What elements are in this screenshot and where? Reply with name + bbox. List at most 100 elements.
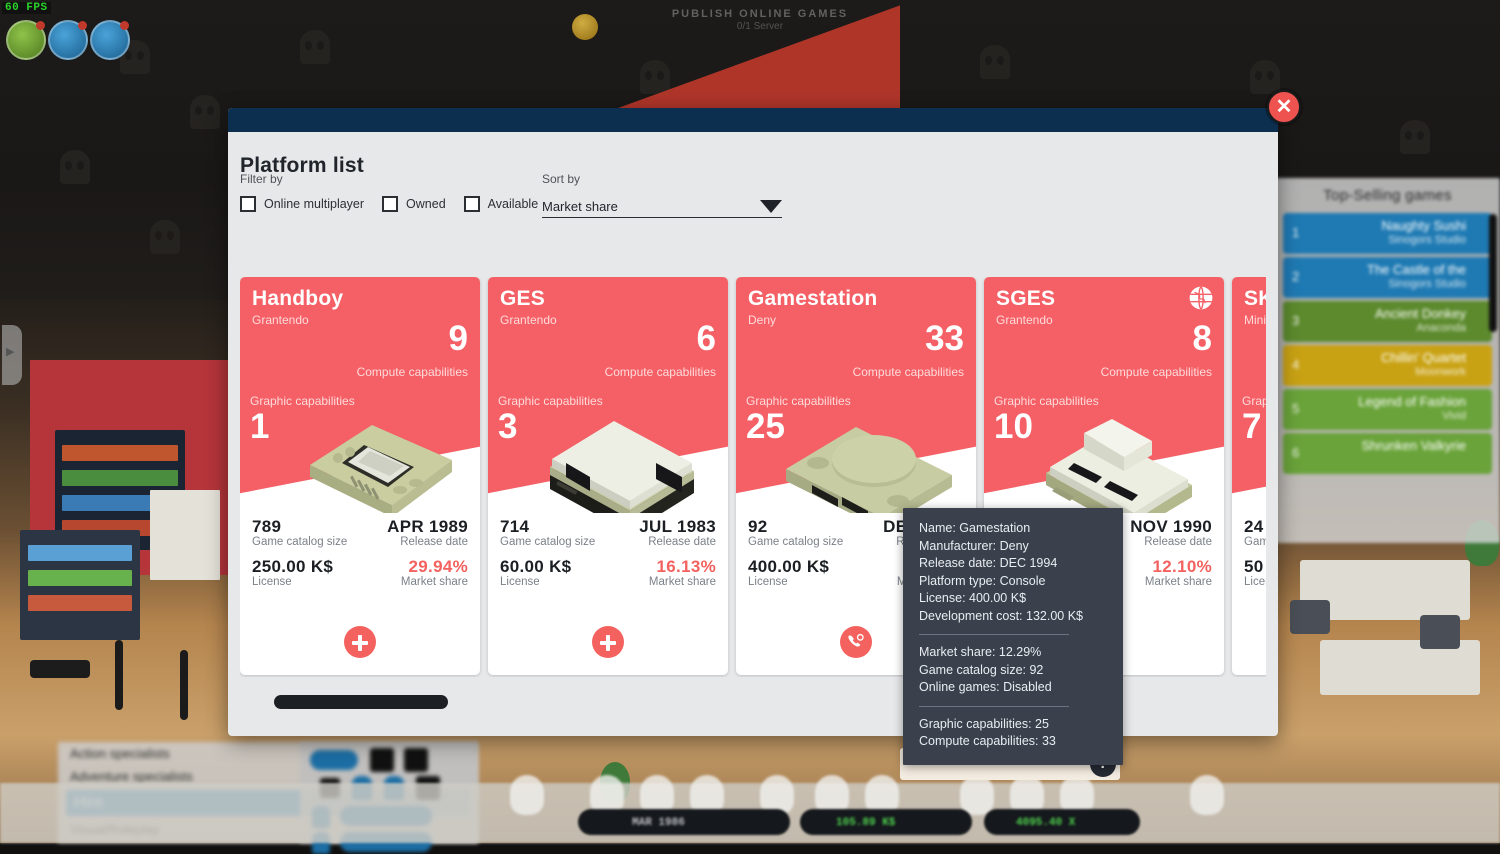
diagonal-divider — [1232, 443, 1266, 513]
studio-name: Sinogors Studio — [1388, 234, 1466, 246]
license-label: License — [1244, 576, 1266, 588]
graphic-value: 10 — [994, 409, 1033, 444]
label-available: Available — [488, 197, 539, 211]
platform-name: GES — [500, 287, 545, 311]
top-selling-row[interactable]: 5 Legend of Fashion Vivid — [1283, 389, 1492, 430]
card-header: Handboy Grantendo 9 Compute capabilities… — [240, 277, 480, 513]
research-icon[interactable] — [48, 20, 88, 60]
top-selling-row[interactable]: 3 Ancient Donkey Anaconda — [1283, 301, 1492, 342]
catalog-label: Game catalog size — [748, 536, 843, 548]
platform-card[interactable]: Handboy Grantendo 9 Compute capabilities… — [240, 277, 480, 675]
close-icon[interactable]: ✕ — [1267, 90, 1301, 124]
game-name: Naughty Sushi — [1381, 218, 1466, 233]
platform-name: SK — [1244, 287, 1266, 311]
window-title-bar — [228, 108, 1278, 132]
graphic-value: 1 — [250, 409, 269, 444]
checkbox-owned[interactable] — [382, 196, 398, 212]
release-label: Release date — [1130, 536, 1212, 548]
ghost-decal — [980, 45, 1010, 79]
notification-badge — [120, 21, 129, 30]
people-icon[interactable] — [404, 748, 428, 772]
tooltip-market-share: Market share: 12.29% — [919, 644, 1107, 662]
building-icon[interactable] — [90, 20, 130, 60]
studio-name: Sinogors Studio — [1388, 278, 1466, 290]
ghost-decal — [300, 30, 330, 64]
card-header: SGES Grantendo 8 Compute capabilities Gr… — [984, 277, 1224, 513]
checkbox-available[interactable] — [464, 196, 480, 212]
license-value: 60.00 K$ — [500, 557, 571, 577]
checkbox-online-multiplayer[interactable] — [240, 196, 256, 212]
playstation-console-image — [780, 387, 976, 513]
office-chair — [1420, 615, 1460, 649]
ghost-decal — [1400, 120, 1430, 154]
release-label: Release date — [639, 536, 716, 548]
graphic-value: 7 — [1242, 409, 1261, 444]
catalog-label: Game catalog size — [252, 536, 347, 548]
handheld-console-image — [292, 387, 472, 513]
date-value: MAR 1986 — [632, 817, 685, 829]
catalog-value: 92 — [748, 517, 843, 537]
rank-label: 4 — [1292, 357, 1299, 372]
studio-name: Anaconda — [1416, 322, 1466, 334]
contact-manufacturer-button[interactable] — [840, 626, 872, 658]
rank-label: 2 — [1292, 269, 1299, 284]
rank-label: 6 — [1292, 445, 1299, 460]
ghost-decal — [1250, 60, 1280, 94]
license-label: License — [500, 576, 571, 588]
snes-console-image — [1036, 387, 1216, 513]
catalog-label: Game catalog size — [500, 536, 595, 548]
rank-label: 1 — [1292, 225, 1299, 240]
market-share-label: Market share — [401, 576, 468, 588]
settings-icon[interactable] — [1190, 775, 1224, 815]
card-stats: 24 Game catalog size 50 License — [1232, 513, 1266, 675]
fps-counter: 60 FPS — [2, 2, 51, 14]
toggle-switch[interactable] — [310, 750, 358, 770]
sort-by-label: Sort by — [542, 172, 782, 186]
license-value: 250.00 K$ — [252, 557, 333, 577]
market-share-label: Market share — [649, 576, 716, 588]
compute-label: Compute capabilities — [1101, 365, 1212, 379]
publish-online-games-banner[interactable]: PUBLISH ONLINE GAMES 0/1 Server — [560, 8, 960, 32]
tools-icon[interactable] — [960, 775, 994, 815]
release-value: APR 1989 — [387, 517, 468, 537]
graphic-value: 3 — [498, 409, 517, 444]
compute-label: Compute capabilities — [357, 365, 468, 379]
move-tool-icon[interactable] — [510, 775, 544, 815]
game-name: Legend of Fashion — [1358, 394, 1466, 409]
top-selling-title: Top-Selling games — [1275, 178, 1500, 210]
shop-product — [62, 445, 178, 461]
publish-title: PUBLISH ONLINE GAMES — [560, 8, 960, 20]
top-selling-games-panel: Top-Selling games 1 Naughty Sushi Sinogo… — [1275, 178, 1500, 543]
tooltip-license: License: 400.00 K$ — [919, 590, 1107, 608]
sort-group: Sort by Market share — [542, 172, 782, 218]
top-selling-scrollbar[interactable] — [1489, 214, 1497, 332]
compute-value: 8 — [1193, 321, 1212, 356]
left-edge-expand-tab[interactable] — [2, 325, 22, 385]
platform-name: Gamestation — [748, 287, 877, 311]
add-platform-button[interactable] — [592, 626, 624, 658]
top-selling-row[interactable]: 4 Chillin' Quartet Moonwork — [1283, 345, 1492, 386]
tooltip-compute-capabilities: Compute capabilities: 33 — [919, 733, 1107, 751]
nes-console-image — [540, 387, 720, 513]
top-selling-row[interactable]: 6 Shrunken Valkyrie — [1283, 433, 1492, 474]
scrollbar-thumb[interactable] — [274, 695, 448, 709]
platform-tooltip: Name: Gamestation Manufacturer: Deny Rel… — [903, 508, 1123, 765]
top-selling-row[interactable]: 2 The Castle of the Sinogors Studio — [1283, 257, 1492, 298]
platform-card[interactable]: SK Mini Graphic capabilities 7 24 Game c… — [1232, 277, 1266, 675]
publish-subtitle: 0/1 Server — [560, 21, 960, 32]
sort-select[interactable]: Market share — [542, 196, 782, 218]
compute-label: Compute capabilities — [853, 365, 964, 379]
release-label: Release date — [387, 536, 468, 548]
tooltip-online-games: Online games: Disabled — [919, 679, 1107, 697]
tooltip-name: Name: Gamestation — [919, 520, 1107, 538]
platform-card[interactable]: GES Grantendo 6 Compute capabilities Gra… — [488, 277, 728, 675]
game-name: Chillin' Quartet — [1381, 350, 1466, 365]
add-platform-button[interactable] — [344, 626, 376, 658]
top-selling-row[interactable]: 1 Naughty Sushi Sinogors Studio — [1283, 213, 1492, 254]
list-icon[interactable] — [370, 748, 394, 772]
manufacturer-name: Mini — [1244, 313, 1266, 327]
manufacturer-name: Deny — [748, 313, 776, 327]
person-icon[interactable] — [6, 20, 46, 60]
phone-icon — [846, 632, 866, 652]
license-value: 400.00 K$ — [748, 557, 829, 577]
